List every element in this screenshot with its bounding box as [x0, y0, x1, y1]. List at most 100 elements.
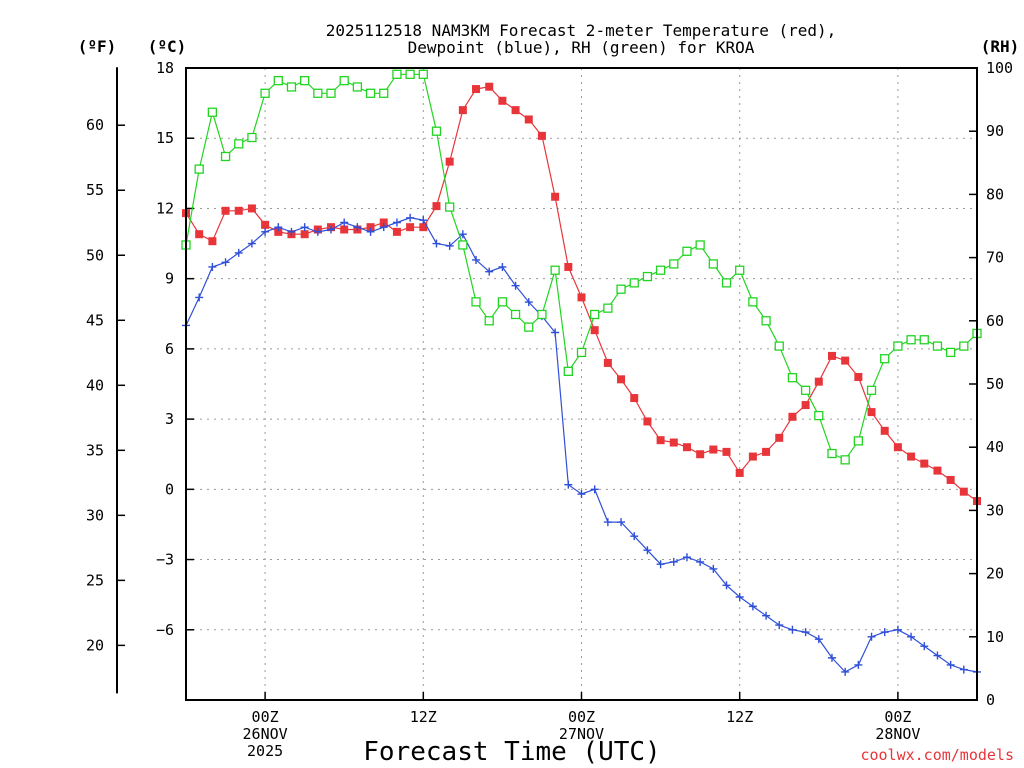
rh-point: [959, 341, 969, 351]
temperature-point: [406, 223, 415, 232]
temperature-point: [379, 218, 388, 227]
temperature-point: [722, 447, 731, 456]
celsius-unit-label: (ºC): [148, 37, 187, 56]
rh-point: [708, 259, 718, 269]
dewpoint-point: [419, 216, 428, 225]
rh-point: [642, 271, 653, 282]
dewpoint-point: [327, 225, 336, 234]
rh-point: [510, 309, 521, 320]
fahrenheit-tick-label: 40: [86, 376, 104, 394]
temperature-point: [195, 230, 204, 239]
rh-point: [919, 335, 929, 345]
dewpoint-point: [366, 227, 375, 236]
dewpoint-point: [551, 328, 560, 337]
rh-point: [431, 126, 442, 136]
celsius-axis: 18 15 12 9 6 3 0 −3 −6: [156, 59, 194, 639]
dewpoint-point: [748, 602, 757, 611]
temperature-point: [261, 220, 270, 229]
dewpoint-point: [603, 518, 612, 527]
rh-point: [616, 284, 626, 294]
rh-point: [800, 385, 811, 395]
temperature-point: [880, 426, 889, 435]
temperature-point: [485, 82, 494, 91]
rh-point: [893, 341, 903, 351]
rh-point: [537, 309, 547, 320]
dewpoint-point: [696, 557, 705, 566]
temperature-point: [590, 326, 599, 335]
temperature-point: [340, 225, 349, 234]
temperature-point: [867, 408, 876, 417]
temperature-point: [748, 452, 757, 461]
fahrenheit-tick-label: 45: [86, 311, 104, 329]
temperature-point: [208, 237, 217, 246]
dewpoint-point: [485, 267, 494, 276]
rh-tick-label: 20: [986, 565, 1004, 583]
dewpoint-point: [472, 255, 481, 264]
plot-frame: [185, 67, 978, 701]
rh-point: [497, 297, 508, 307]
rh-point: [945, 347, 956, 358]
temperature-point: [524, 115, 533, 124]
temperature-point: [801, 401, 810, 410]
rh-tick-label: 80: [986, 185, 1004, 203]
dewpoint-point: [590, 485, 599, 494]
credit-link[interactable]: coolwx.com/models: [860, 746, 1014, 764]
fahrenheit-axis: 60 55 50 45 40 35 30 25 20: [86, 67, 125, 694]
temperature-point: [656, 436, 665, 445]
rh-point: [590, 309, 600, 320]
temperature-point: [221, 206, 230, 215]
dewpoint-point: [880, 628, 889, 637]
rh-point: [721, 278, 732, 288]
dewpoint-point: [854, 660, 863, 669]
rh-point: [563, 366, 573, 377]
fahrenheit-tick-label: 35: [86, 441, 104, 459]
rh-point: [827, 448, 837, 459]
dewpoint-point: [353, 223, 362, 232]
rh-point: [814, 410, 824, 421]
dewpoint-point: [920, 642, 929, 651]
dewpoint-point: [709, 564, 718, 573]
x-tick-label: 00Z: [568, 708, 595, 726]
temperature-point: [603, 358, 612, 367]
rh-point: [695, 240, 705, 250]
rh-tick-label: 10: [986, 628, 1004, 646]
rh-point: [418, 69, 428, 79]
celsius-tick-label: 18: [156, 59, 174, 77]
rh-point: [220, 151, 231, 162]
temperature-point: [366, 223, 375, 232]
temperature-point: [392, 227, 401, 236]
rh-point: [932, 341, 943, 351]
dewpoint-point: [247, 239, 256, 248]
rh-point: [260, 88, 270, 98]
rh-point: [339, 75, 349, 86]
fahrenheit-tick-label: 60: [86, 116, 104, 134]
temperature-point: [814, 377, 823, 386]
dewpoint-point: [300, 223, 309, 232]
dewpoint-point: [274, 223, 283, 232]
dewpoint-point: [867, 632, 876, 641]
temperature-point: [893, 443, 902, 452]
temperature-point: [696, 450, 705, 459]
dewpoint-point: [775, 621, 784, 630]
temperature-point: [643, 417, 652, 426]
rh-point: [787, 373, 798, 383]
temperature-point: [854, 372, 863, 381]
dewpoint-point: [841, 667, 850, 676]
temperature-point: [537, 131, 546, 140]
temperature-point: [788, 412, 797, 421]
fahrenheit-tick-label: 20: [86, 636, 104, 654]
temperature-point: [458, 106, 467, 115]
temperature-point: [827, 351, 836, 360]
temperature-point: [300, 230, 309, 239]
celsius-tick-label: 3: [165, 410, 174, 428]
dewpoint-point: [261, 227, 270, 236]
rh-point: [194, 164, 204, 174]
dewpoint-point: [617, 518, 626, 527]
rh-point: [655, 265, 666, 275]
celsius-tick-label: −6: [156, 621, 174, 639]
dewpoint-point: [722, 581, 731, 590]
temperature-point: [234, 206, 243, 215]
temperature-point: [946, 475, 955, 484]
temperature-point: [472, 85, 481, 94]
dewpoint-point: [682, 553, 691, 562]
